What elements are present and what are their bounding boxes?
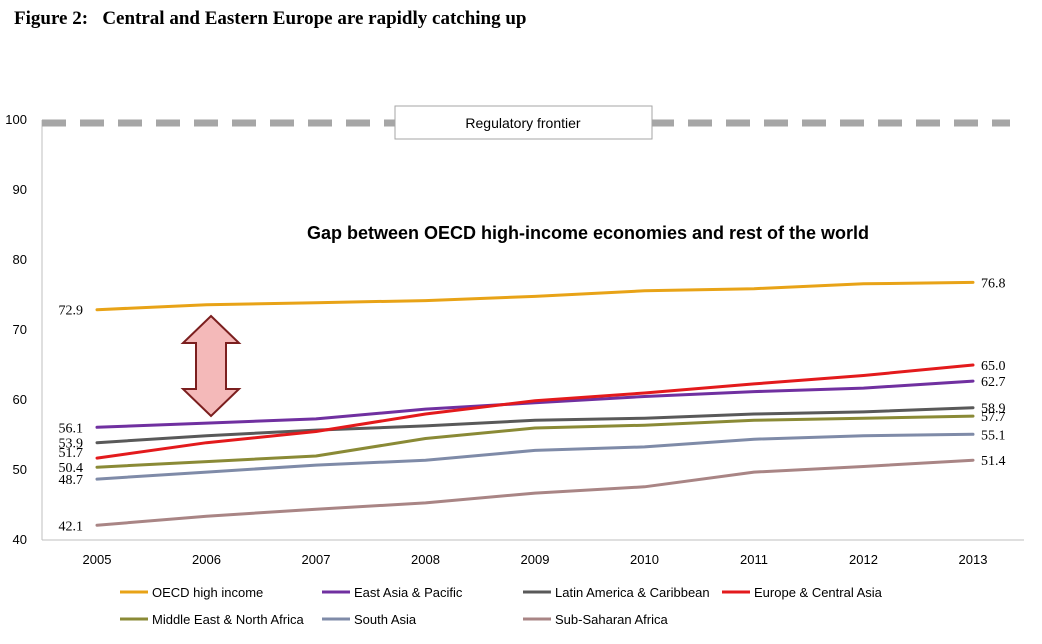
legend-label: Latin America & Caribbean	[555, 585, 710, 600]
legend-item: East Asia & Pacific	[322, 585, 463, 600]
series-line-south-asia	[95, 432, 975, 481]
y-tick-label: 40	[13, 532, 27, 547]
series-line-europe-central-asia	[95, 363, 975, 460]
data-label-end: 62.7	[981, 375, 1006, 390]
legend-label: Europe & Central Asia	[754, 585, 883, 600]
figure-label: Figure 2:	[14, 8, 89, 29]
legend-item: Middle East & North Africa	[120, 612, 304, 627]
x-tick-label: 2005	[83, 552, 112, 567]
series-line-latin-america-caribbean	[95, 406, 975, 445]
legend-label: Middle East & North Africa	[152, 612, 304, 627]
x-tick-label: 2006	[192, 552, 221, 567]
legend-item: Sub-Saharan Africa	[523, 612, 669, 627]
data-label-start: 72.9	[59, 304, 84, 319]
legend-label: Sub-Saharan Africa	[555, 612, 669, 627]
legend-item: Latin America & Caribbean	[523, 585, 710, 600]
data-label-end: 57.7	[981, 410, 1006, 425]
legend-label: South Asia	[354, 612, 417, 627]
figure-title-text: Central and Eastern Europe are rapidly c…	[102, 8, 527, 29]
x-tick-labels: 2005 2006 2007 2008 2009 2010 2011 2012 2013	[83, 552, 988, 567]
x-tick-label: 2009	[521, 552, 550, 567]
series-line-oecd-high-income	[95, 280, 975, 312]
y-tick-labels: 40 50 60 70 80 90 100	[5, 112, 27, 547]
x-tick-label: 2007	[302, 552, 331, 567]
gap-double-arrow	[180, 314, 242, 418]
legend-label: OECD high income	[152, 585, 263, 600]
data-label-start: 53.9	[59, 437, 84, 452]
figure-title: Figure 2: Central and Eastern Europe are…	[14, 8, 527, 30]
regulatory-frontier-label: Regulatory frontier	[465, 115, 581, 131]
x-tick-label: 2008	[411, 552, 440, 567]
series-line-east-asia-pacific	[95, 379, 975, 429]
data-label-start: 48.7	[59, 473, 84, 488]
data-label-start: 51.7	[59, 446, 84, 461]
y-tick-label: 80	[13, 252, 27, 267]
data-label-end: 65.0	[981, 359, 1006, 374]
chart-axes	[41, 120, 1024, 541]
x-tick-label: 2012	[849, 552, 878, 567]
y-tick-label: 70	[13, 322, 27, 337]
data-label-end: 51.4	[981, 454, 1006, 469]
chart-legend: OECD high income East Asia & Pacific Latin…	[120, 585, 883, 627]
data-label-end: 76.8	[981, 276, 1006, 291]
legend-item: Europe & Central Asia	[722, 585, 883, 600]
data-labels: 72.9 76.8 56.1 62.7 53.9 58.9 51.7 65.0 50.4 57.7…	[59, 276, 1006, 534]
data-label-end: 58.9	[981, 402, 1006, 417]
legend-item: OECD high income	[120, 585, 263, 600]
y-tick-label: 50	[13, 462, 27, 477]
series-line-middle-east-north-africa	[95, 414, 975, 469]
data-label-start: 50.4	[59, 461, 84, 476]
x-tick-label: 2011	[740, 552, 768, 567]
x-tick-label: 2010	[630, 552, 659, 567]
data-label-start: 42.1	[59, 519, 84, 534]
series-lines	[95, 280, 975, 527]
legend-item: South Asia	[322, 612, 417, 627]
y-tick-label: 90	[13, 182, 27, 197]
data-label-end: 55.1	[981, 428, 1006, 443]
regulatory-frontier-box	[394, 105, 653, 140]
x-tick-label: 2013	[959, 552, 988, 567]
series-line-sub-saharan-africa	[95, 458, 975, 527]
y-tick-label: 60	[13, 392, 27, 407]
legend-label: East Asia & Pacific	[354, 585, 463, 600]
y-tick-label: 100	[5, 112, 27, 127]
gap-annotation: Gap between OECD high-income economies a…	[307, 223, 869, 243]
data-label-start: 56.1	[59, 421, 84, 436]
